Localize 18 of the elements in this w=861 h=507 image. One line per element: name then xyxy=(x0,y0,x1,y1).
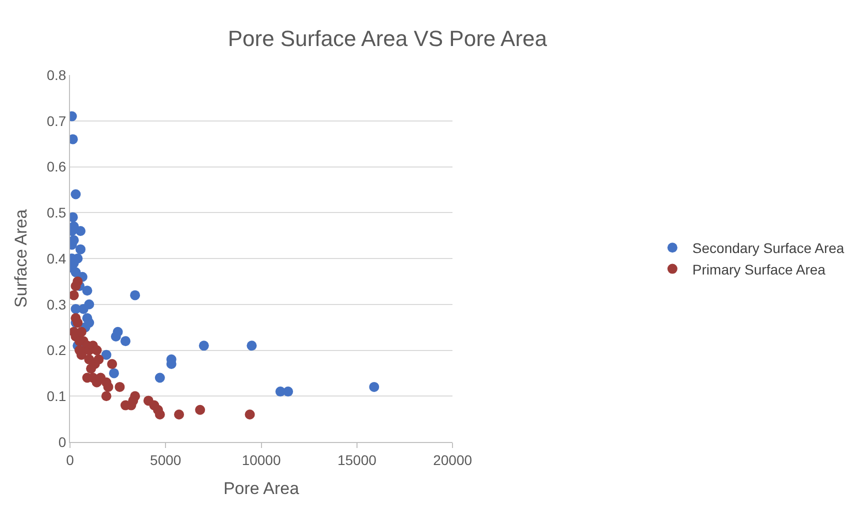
x-tick-label: 15000 xyxy=(337,452,377,468)
y-tick-label: 0 xyxy=(58,434,66,450)
x-tick-label: 5000 xyxy=(150,452,182,468)
legend-label: Secondary Surface Area xyxy=(692,240,844,256)
y-tick-label: 0.3 xyxy=(46,296,66,312)
y-tick-label: 0.4 xyxy=(46,250,66,266)
y-tick-label: 0.6 xyxy=(46,158,66,175)
legend-label: Primary Surface Area xyxy=(692,261,826,278)
chart-title: Pore Surface Area VS Pore Area xyxy=(228,26,548,51)
y-tick-label: 0.7 xyxy=(46,112,66,129)
x-tick-label: 20000 xyxy=(433,452,472,468)
y-axis-title: Surface Area xyxy=(11,208,30,308)
y-tick-label: 0.8 xyxy=(46,66,66,83)
x-axis-title: Pore Area xyxy=(223,479,300,498)
y-tick-label: 0.2 xyxy=(46,342,66,358)
y-tick-label: 0.1 xyxy=(46,388,66,404)
x-tick-label: 10000 xyxy=(242,452,281,468)
y-tick-label: 0.5 xyxy=(46,204,66,221)
